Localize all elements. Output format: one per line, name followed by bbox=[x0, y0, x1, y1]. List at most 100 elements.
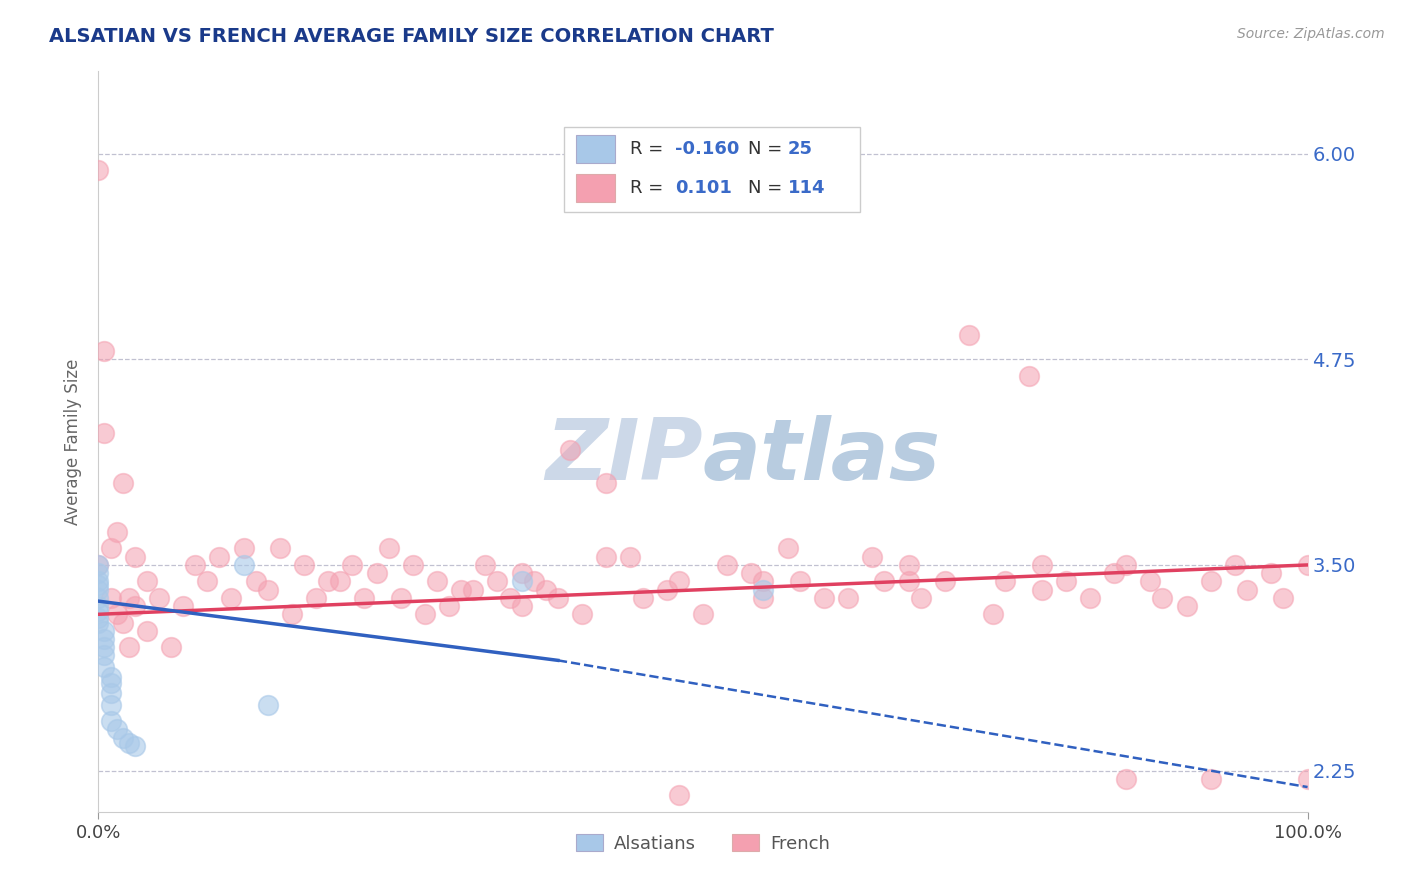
Point bbox=[93, 648, 115, 663]
Point bbox=[124, 549, 146, 564]
Point bbox=[118, 640, 141, 655]
Text: ZIP: ZIP bbox=[546, 415, 703, 498]
Point bbox=[655, 582, 678, 597]
Point bbox=[510, 599, 533, 613]
Point bbox=[1078, 591, 1101, 605]
Point bbox=[208, 549, 231, 564]
Legend: Alsatians, French: Alsatians, French bbox=[567, 825, 839, 862]
Point bbox=[256, 698, 278, 712]
Text: 0.101: 0.101 bbox=[675, 178, 733, 196]
Point bbox=[221, 591, 243, 605]
Point bbox=[124, 599, 146, 613]
Point bbox=[93, 344, 115, 359]
Point bbox=[571, 607, 593, 622]
Point bbox=[118, 591, 141, 605]
Point bbox=[100, 714, 122, 729]
Point bbox=[1031, 582, 1053, 597]
Point bbox=[245, 574, 267, 589]
Point bbox=[172, 599, 194, 613]
Bar bbox=[576, 174, 614, 202]
Point bbox=[329, 574, 352, 589]
Point bbox=[716, 558, 738, 572]
Point bbox=[740, 566, 762, 581]
FancyBboxPatch shape bbox=[564, 127, 860, 212]
Point bbox=[100, 686, 122, 700]
Point bbox=[776, 541, 799, 556]
Point bbox=[413, 607, 436, 622]
Point bbox=[135, 624, 157, 638]
Point bbox=[118, 736, 141, 750]
Point bbox=[93, 624, 115, 638]
Point bbox=[105, 723, 128, 737]
Point bbox=[595, 475, 617, 490]
Point bbox=[148, 591, 170, 605]
Point bbox=[100, 541, 122, 556]
Point bbox=[342, 558, 364, 572]
Point bbox=[523, 574, 546, 589]
Point bbox=[111, 615, 134, 630]
Point bbox=[1296, 772, 1319, 786]
Point bbox=[510, 574, 533, 589]
Text: N =: N = bbox=[748, 178, 787, 196]
Point bbox=[1139, 574, 1161, 589]
Point bbox=[93, 640, 115, 655]
Point bbox=[389, 591, 412, 605]
Point bbox=[752, 574, 775, 589]
Point bbox=[87, 577, 110, 591]
Point bbox=[100, 676, 122, 690]
Point bbox=[292, 558, 315, 572]
Point bbox=[195, 574, 218, 589]
Point bbox=[1115, 558, 1137, 572]
Point bbox=[463, 582, 485, 597]
Point bbox=[813, 591, 835, 605]
Point bbox=[111, 731, 134, 745]
Point bbox=[232, 541, 254, 556]
Point bbox=[93, 426, 115, 441]
Text: N =: N = bbox=[748, 140, 787, 158]
Point bbox=[1236, 582, 1258, 597]
Point bbox=[87, 582, 110, 597]
Point bbox=[1152, 591, 1174, 605]
Point bbox=[87, 566, 110, 581]
Point bbox=[124, 739, 146, 753]
Point bbox=[87, 558, 110, 572]
Y-axis label: Average Family Size: Average Family Size bbox=[65, 359, 83, 524]
Text: R =: R = bbox=[630, 178, 669, 196]
Point bbox=[111, 475, 134, 490]
Point bbox=[957, 327, 980, 342]
Point bbox=[269, 541, 291, 556]
Point bbox=[135, 574, 157, 589]
Point bbox=[934, 574, 956, 589]
Point bbox=[100, 698, 122, 712]
Point bbox=[474, 558, 496, 572]
Point bbox=[437, 599, 460, 613]
Point bbox=[316, 574, 339, 589]
Point bbox=[105, 524, 128, 539]
Bar bbox=[576, 135, 614, 163]
Point bbox=[1175, 599, 1198, 613]
Point bbox=[1102, 566, 1125, 581]
Point bbox=[87, 604, 110, 618]
Point bbox=[402, 558, 425, 572]
Point bbox=[558, 442, 581, 457]
Text: R =: R = bbox=[630, 140, 669, 158]
Point bbox=[87, 558, 110, 572]
Point bbox=[631, 591, 654, 605]
Point bbox=[668, 574, 690, 589]
Point bbox=[105, 607, 128, 622]
Text: ALSATIAN VS FRENCH AVERAGE FAMILY SIZE CORRELATION CHART: ALSATIAN VS FRENCH AVERAGE FAMILY SIZE C… bbox=[49, 27, 775, 45]
Point bbox=[426, 574, 449, 589]
Point bbox=[87, 591, 110, 605]
Point bbox=[87, 163, 110, 178]
Point bbox=[305, 591, 328, 605]
Point bbox=[486, 574, 509, 589]
Point bbox=[873, 574, 896, 589]
Point bbox=[498, 591, 520, 605]
Point bbox=[1260, 566, 1282, 581]
Point bbox=[981, 607, 1004, 622]
Point bbox=[619, 549, 641, 564]
Point bbox=[547, 591, 569, 605]
Point bbox=[87, 610, 110, 624]
Point bbox=[256, 582, 278, 597]
Point bbox=[281, 607, 304, 622]
